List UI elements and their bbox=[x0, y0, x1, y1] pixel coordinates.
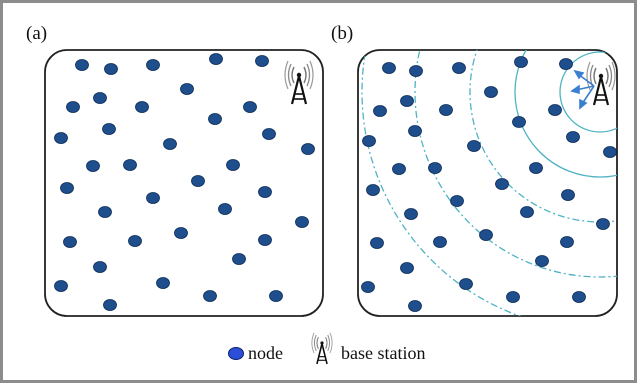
node-icon bbox=[135, 101, 149, 113]
node-icon bbox=[382, 62, 396, 74]
legend: node base station bbox=[228, 332, 426, 366]
panel-label-b: (b) bbox=[331, 23, 354, 44]
node-icon bbox=[269, 290, 283, 302]
node-icon bbox=[506, 291, 520, 303]
node-icon bbox=[102, 123, 116, 135]
node-icon bbox=[86, 160, 100, 172]
node-icon bbox=[75, 59, 89, 71]
node-icon bbox=[93, 92, 107, 104]
node-icon bbox=[572, 291, 586, 303]
node-icon bbox=[128, 235, 142, 247]
node-icon bbox=[301, 143, 315, 155]
wave-ring bbox=[559, 51, 617, 133]
node-icon bbox=[408, 125, 422, 137]
base-station-icon bbox=[311, 332, 333, 365]
node-icon bbox=[433, 236, 447, 248]
node-icon bbox=[98, 206, 112, 218]
node-icon bbox=[408, 300, 422, 312]
node-icon bbox=[232, 253, 246, 265]
node-icon bbox=[459, 278, 473, 290]
wave-ring bbox=[514, 50, 617, 178]
node-icon bbox=[163, 138, 177, 150]
node-icon bbox=[452, 62, 466, 74]
node-icon bbox=[258, 186, 272, 198]
node-icon bbox=[566, 131, 580, 143]
node-icon bbox=[561, 189, 575, 201]
node-icon bbox=[400, 95, 414, 107]
node-icon bbox=[209, 53, 223, 65]
node-icon bbox=[560, 236, 574, 248]
node-icon bbox=[484, 86, 498, 98]
node-icon bbox=[146, 192, 160, 204]
node-icon bbox=[392, 163, 406, 175]
node-icon bbox=[409, 65, 423, 77]
node-icon bbox=[370, 237, 384, 249]
legend-station-label: base station bbox=[341, 342, 426, 363]
node-icon bbox=[428, 162, 442, 174]
node-icon bbox=[295, 216, 309, 228]
node-icon bbox=[439, 104, 453, 116]
node-icon bbox=[63, 236, 77, 248]
nodes-a bbox=[54, 53, 315, 311]
node-icon bbox=[479, 229, 493, 241]
node-icon bbox=[104, 63, 118, 75]
wave-ring bbox=[469, 50, 617, 223]
node-icon bbox=[218, 203, 232, 215]
node-icon bbox=[535, 255, 549, 267]
node-icon bbox=[258, 234, 272, 246]
node-icon bbox=[559, 58, 573, 70]
signal-arrow-icon bbox=[570, 69, 595, 110]
node-icon bbox=[404, 208, 418, 220]
nodes-b bbox=[361, 56, 617, 312]
node-icon bbox=[514, 56, 528, 68]
node-icon bbox=[54, 132, 68, 144]
node-icon bbox=[520, 206, 534, 218]
node-icon bbox=[191, 175, 205, 187]
panel-label-a: (a) bbox=[26, 23, 48, 44]
node-icon bbox=[54, 280, 68, 292]
node-icon bbox=[243, 101, 257, 113]
node-icon bbox=[156, 277, 170, 289]
node-icon bbox=[180, 83, 194, 95]
node-icon bbox=[362, 135, 376, 147]
node-icon bbox=[262, 128, 276, 140]
node-icon bbox=[603, 146, 617, 158]
node-icon bbox=[529, 162, 543, 174]
node-icon bbox=[400, 262, 414, 274]
node-icon bbox=[548, 104, 562, 116]
node-icon bbox=[208, 113, 222, 125]
node-icon bbox=[146, 59, 160, 71]
node-icon bbox=[103, 299, 117, 311]
node-icon bbox=[93, 261, 107, 273]
node-icon bbox=[60, 182, 74, 194]
node-icon bbox=[174, 227, 188, 239]
node-icon bbox=[450, 195, 464, 207]
legend-node-label: node bbox=[248, 342, 283, 363]
node-icon bbox=[255, 55, 269, 67]
node-icon bbox=[226, 159, 240, 171]
node-icon bbox=[228, 346, 244, 360]
node-icon bbox=[467, 140, 481, 152]
node-icon bbox=[366, 184, 380, 196]
node-icon bbox=[203, 290, 217, 302]
node-icon bbox=[123, 159, 137, 171]
node-icon bbox=[373, 105, 387, 117]
signal-waves bbox=[361, 50, 617, 316]
wave-ring bbox=[414, 50, 617, 278]
node-icon bbox=[596, 218, 610, 230]
field-a bbox=[44, 49, 324, 317]
node-icon bbox=[361, 281, 375, 293]
node-icon bbox=[66, 101, 80, 113]
node-icon bbox=[512, 116, 526, 128]
node-icon bbox=[495, 178, 509, 190]
field-b bbox=[357, 49, 618, 317]
